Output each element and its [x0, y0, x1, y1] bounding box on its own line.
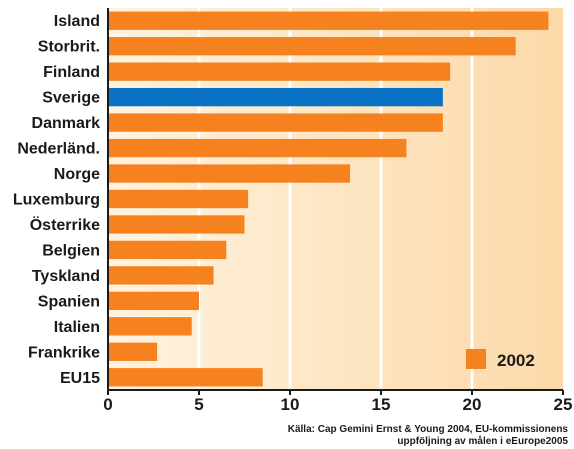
- category-label: Finland: [43, 64, 100, 81]
- bar-9: [108, 240, 227, 260]
- source-line-1: Källa: Cap Gemini Ernst & Young 2004, EU…: [287, 424, 568, 435]
- category-label: Island: [54, 13, 100, 30]
- category-label: Norge: [54, 166, 100, 183]
- x-tick-label: 25: [554, 395, 573, 414]
- bar-10: [108, 266, 214, 285]
- x-tick-label: 10: [281, 395, 300, 414]
- bar-6: [108, 164, 351, 183]
- x-tick-label: 0: [103, 395, 112, 414]
- category-label: Belgien: [42, 242, 100, 259]
- legend: 2002: [466, 349, 535, 370]
- x-tick-label: 20: [463, 395, 482, 414]
- category-label: Nederländ.: [17, 141, 100, 158]
- bar-3: [108, 87, 443, 107]
- category-label: Danmark: [32, 115, 101, 132]
- category-label: EU15: [60, 370, 100, 387]
- category-label: Storbrit.: [38, 39, 100, 56]
- category-label: Italien: [54, 319, 100, 336]
- source-note: Källa: Cap Gemini Ernst & Young 2004, EU…: [128, 424, 568, 448]
- bar-7: [108, 189, 249, 209]
- category-label: Frankrike: [28, 344, 100, 361]
- bar-12: [108, 317, 192, 336]
- category-label: Österrike: [30, 215, 100, 234]
- source-line-2: uppföljning av målen i eEurope2005: [397, 436, 568, 447]
- bar-5: [108, 138, 407, 158]
- x-tick-label: 15: [372, 395, 391, 414]
- bar-11: [108, 291, 199, 311]
- category-label: Sverige: [42, 90, 100, 107]
- bar-0: [108, 11, 549, 30]
- bar-4: [108, 113, 443, 132]
- legend-label: 2002: [497, 351, 535, 370]
- bar-13: [108, 342, 158, 361]
- bar-8: [108, 215, 245, 234]
- category-label: Luxemburg: [13, 192, 100, 209]
- legend-swatch: [466, 349, 486, 369]
- category-label: Spanien: [38, 293, 100, 310]
- x-tick-label: 5: [194, 395, 203, 414]
- bar-14: [108, 368, 263, 387]
- bar-2: [108, 62, 451, 81]
- category-label: Tyskland: [32, 268, 100, 285]
- bar-1: [108, 37, 516, 56]
